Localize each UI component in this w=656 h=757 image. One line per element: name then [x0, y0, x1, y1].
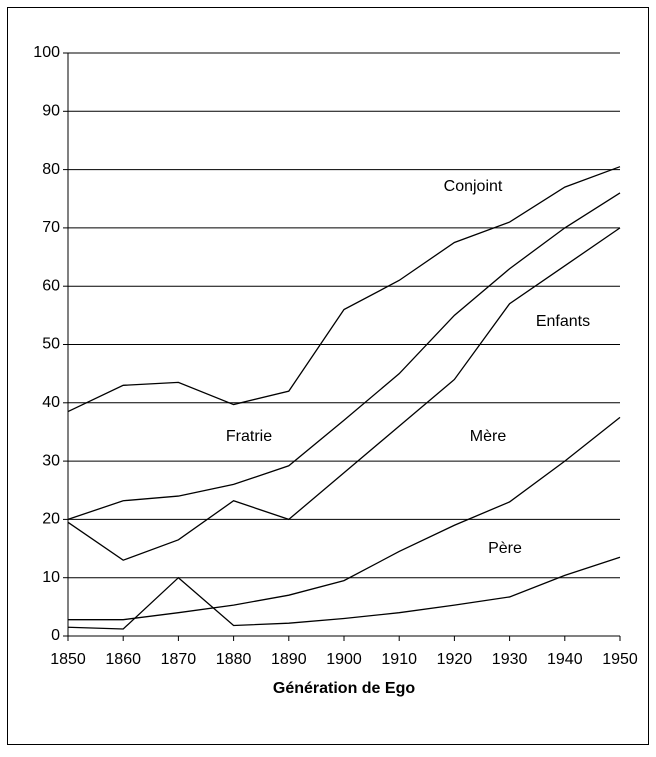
series-label: Enfants	[536, 313, 590, 330]
y-tick-label: 30	[42, 452, 60, 469]
y-tick-label: 10	[42, 569, 60, 586]
y-tick-label: 80	[42, 161, 60, 178]
y-tick-label: 70	[42, 219, 60, 236]
x-tick-label: 1860	[105, 651, 141, 668]
y-tick-label: 20	[42, 511, 60, 528]
series-line	[67, 192, 621, 521]
x-tick-label: 1880	[216, 651, 252, 668]
x-tick-label: 1850	[50, 651, 86, 668]
series-label: Fratrie	[226, 428, 272, 445]
series-line	[67, 556, 621, 630]
series-line	[67, 227, 621, 561]
series-line	[67, 166, 621, 413]
x-tick-label: 1870	[161, 651, 197, 668]
x-tick-label: 1920	[437, 651, 473, 668]
chart-frame	[7, 7, 649, 745]
x-tick-label: 1940	[547, 651, 583, 668]
x-tick-label: 1910	[381, 651, 417, 668]
series-line	[68, 416, 621, 621]
series-label: Père	[488, 540, 522, 557]
x-tick-label: 1890	[271, 651, 307, 668]
y-tick-label: 90	[42, 103, 60, 120]
x-axis-title: Génération de Ego	[273, 680, 415, 697]
y-tick-label: 40	[42, 394, 60, 411]
y-tick-label: 60	[42, 277, 60, 294]
y-tick-label: 50	[42, 336, 60, 353]
y-tick-label: 0	[51, 627, 60, 644]
x-tick-label: 1900	[326, 651, 362, 668]
series-label: Mère	[470, 428, 507, 445]
series-label: Conjoint	[444, 178, 503, 195]
y-tick-label: 100	[33, 44, 60, 61]
x-tick-label: 1930	[492, 651, 528, 668]
x-tick-label: 1950	[602, 651, 638, 668]
